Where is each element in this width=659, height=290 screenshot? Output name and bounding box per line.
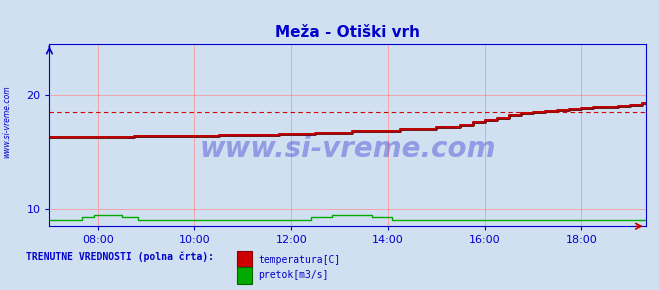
Text: temperatura[C]: temperatura[C] [258,255,341,264]
Text: TRENUTNE VREDNOSTI (polna črta):: TRENUTNE VREDNOSTI (polna črta): [26,251,214,262]
Title: Meža - Otiški vrh: Meža - Otiški vrh [275,25,420,39]
Text: www.si-vreme.com: www.si-vreme.com [200,135,496,164]
Text: pretok[m3/s]: pretok[m3/s] [258,271,329,280]
Text: www.si-vreme.com: www.si-vreme.com [2,86,11,158]
